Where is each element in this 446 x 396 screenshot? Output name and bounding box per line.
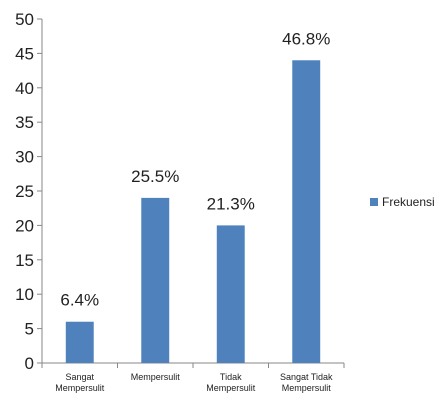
y-tick-label: 0 (25, 354, 34, 373)
x-category-label: Mempersulit (131, 372, 181, 382)
x-category-label-line: Mempersulit (55, 383, 105, 393)
y-tick-label: 35 (15, 113, 34, 132)
x-category-label-line: Mempersulit (131, 372, 181, 382)
y-tick-label: 30 (15, 148, 34, 167)
x-category-label: Tidak Mempersulit (206, 372, 256, 393)
data-label: 6.4% (60, 291, 99, 310)
x-category-label: Sangat Tidak Mempersulit (280, 372, 333, 393)
bars (66, 60, 320, 363)
y-tick-label: 20 (15, 216, 34, 235)
legend: Frekuensi (370, 195, 435, 209)
data-label: 21.3% (207, 194, 255, 213)
bar (66, 322, 94, 363)
legend-swatch (370, 198, 378, 206)
x-category-label-line: Mempersulit (282, 383, 332, 393)
bar (292, 60, 320, 363)
y-tick-label: 25 (15, 182, 34, 201)
bar (217, 225, 245, 363)
data-label: 25.5% (131, 167, 179, 186)
x-category-label: Sangat Mempersulit (55, 372, 105, 393)
y-tick-label: 5 (25, 320, 34, 339)
x-category-label-line: Sangat Tidak (280, 372, 333, 382)
bar (141, 198, 169, 363)
x-category-label-line: Tidak (220, 372, 242, 382)
y-tick-label: 15 (15, 251, 34, 270)
data-labels: 6.4% 25.5% 21.3% 46.8% (60, 29, 330, 309)
y-tick-label: 10 (15, 285, 34, 304)
y-tick-label: 45 (15, 44, 34, 63)
x-category-label-line: Sangat (65, 372, 94, 382)
legend-label: Frekuensi (382, 195, 435, 209)
y-tick-label: 40 (15, 79, 34, 98)
x-category-label-line: Mempersulit (206, 383, 256, 393)
y-axis: 0 5 10 15 20 25 30 35 40 45 50 (15, 10, 42, 373)
data-label: 46.8% (282, 29, 330, 48)
y-tick-label: 50 (15, 10, 34, 29)
